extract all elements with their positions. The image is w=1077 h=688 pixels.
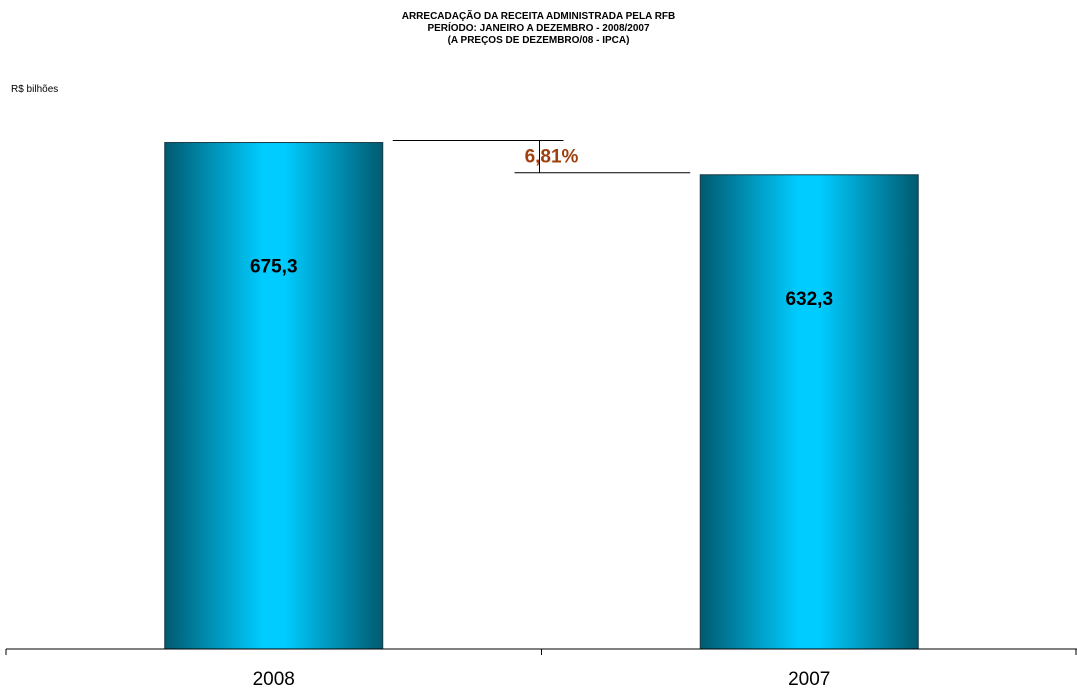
bar-value-label-2007: 632,3 <box>785 289 833 310</box>
x-tick-label-2008: 2008 <box>253 669 295 688</box>
difference-percent-label: 6,81% <box>525 147 579 168</box>
bar-2008 <box>164 142 384 650</box>
bar-value-label-2008: 675,3 <box>250 257 298 278</box>
chart-period-subtitle: PERÍODO: JANEIRO A DEZEMBRO - 2008/2007 <box>427 23 650 34</box>
chart-title-block: ARRECADAÇÃO DA RECEITA ADMINISTRADA PELA… <box>0 11 1077 47</box>
x-tick-label-2007: 2007 <box>788 669 830 688</box>
chart-title: ARRECADAÇÃO DA RECEITA ADMINISTRADA PELA… <box>401 11 676 22</box>
chart-price-basis-subtitle: (A PREÇOS DE DEZEMBRO/08 - IPCA) <box>447 35 630 46</box>
bar-2007 <box>699 174 919 650</box>
y-axis-unit-label: R$ bilhões <box>11 84 59 95</box>
